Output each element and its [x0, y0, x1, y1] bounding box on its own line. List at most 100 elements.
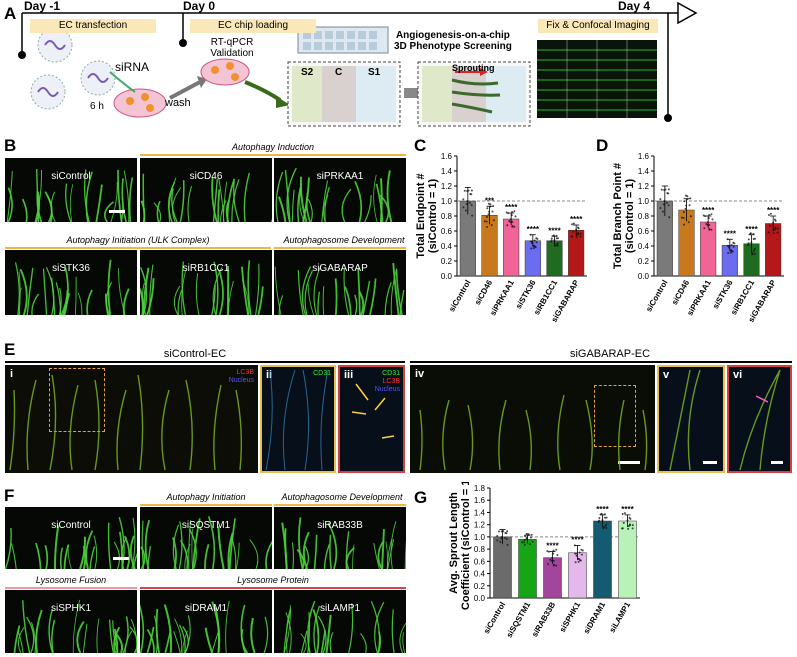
sprout — [240, 629, 249, 653]
sprout-texture — [140, 516, 272, 569]
sprout — [173, 631, 181, 653]
y-axis-label-line1: Avg. Sprout Length — [448, 492, 460, 594]
sprout — [305, 191, 311, 222]
angio-line2: 3D Phenotype Screening — [394, 41, 512, 52]
e-image-v: v — [657, 365, 725, 473]
sprout — [187, 186, 193, 222]
sprout — [307, 198, 313, 222]
sprout — [374, 601, 385, 653]
sprout — [390, 268, 398, 315]
sprout — [300, 630, 308, 653]
data-point — [470, 193, 473, 196]
data-point — [523, 541, 526, 544]
scale-bar — [771, 461, 783, 464]
y-axis-label-line1: Total Endpoint # — [415, 173, 427, 258]
data-point — [600, 512, 603, 515]
sirna-label: siRNA — [115, 60, 150, 74]
sprout — [250, 617, 256, 653]
y-tick-label: 1.0 — [638, 197, 650, 206]
data-point — [486, 225, 489, 228]
data-point — [668, 216, 671, 219]
f-header-development: Autophagosome Development — [281, 492, 403, 502]
data-point — [499, 541, 502, 544]
sprout — [227, 532, 234, 569]
b-label-4: siRB1CC1 — [182, 263, 230, 274]
c-label: C — [335, 67, 343, 78]
sprout — [85, 530, 94, 569]
sprout — [334, 278, 338, 315]
s1-label: S1 — [368, 67, 381, 78]
sprout — [307, 600, 316, 653]
sprout — [390, 521, 397, 569]
data-point — [508, 220, 511, 223]
data-point — [710, 228, 713, 231]
sprout — [140, 288, 144, 315]
significance-label: **** — [570, 215, 583, 224]
data-point — [680, 216, 683, 219]
data-point — [729, 251, 732, 254]
data-point — [492, 219, 495, 222]
ch-lc3b: LC3B — [236, 369, 254, 376]
data-point — [621, 513, 624, 516]
sprout — [208, 516, 216, 569]
sprout — [230, 536, 237, 569]
y-tick-label: 1.4 — [474, 508, 486, 517]
y-axis-label-line1: Total Branch Point # — [612, 163, 624, 269]
ec-chip-loading-box: EC chip loading — [190, 19, 316, 33]
data-point — [554, 244, 557, 247]
sprout — [281, 522, 288, 569]
sprout — [227, 280, 234, 315]
sprout — [55, 282, 62, 315]
category-label: siDRAM1 — [582, 600, 608, 635]
bar — [518, 539, 537, 599]
data-point — [662, 203, 665, 206]
category-label: siSQSTM1 — [505, 600, 533, 639]
data-point — [683, 223, 686, 226]
sprout — [156, 200, 161, 222]
data-point — [502, 530, 505, 533]
sprout — [69, 184, 74, 222]
panel-e-label: E — [4, 340, 16, 359]
data-point — [487, 213, 490, 216]
data-point — [533, 239, 536, 242]
sprout — [364, 195, 372, 222]
sprout — [217, 189, 221, 222]
data-point — [686, 198, 689, 201]
data-point — [526, 536, 529, 539]
sprout — [247, 260, 252, 315]
data-point — [467, 189, 470, 192]
data-point — [602, 526, 605, 529]
sprout — [26, 616, 35, 653]
category-label: siControl — [482, 601, 507, 636]
data-point — [530, 536, 533, 539]
sprout — [140, 604, 145, 653]
sprout — [172, 187, 182, 222]
data-point — [706, 221, 709, 224]
bar — [618, 520, 637, 599]
sprout — [184, 615, 191, 653]
sprout — [313, 264, 322, 315]
sprout — [392, 262, 400, 315]
data-point — [500, 535, 503, 538]
sprout-texture — [13, 599, 137, 653]
data-point — [576, 233, 579, 236]
e-ch-i: LC3B Nucleus — [229, 369, 254, 385]
sprout — [105, 281, 113, 315]
f-label-2: siRAB33B — [317, 520, 363, 531]
data-point — [684, 207, 687, 210]
sprout — [391, 609, 395, 653]
data-point — [529, 542, 532, 545]
sprout — [399, 290, 405, 315]
data-point — [549, 558, 552, 561]
sprout — [104, 201, 114, 222]
sprout — [274, 266, 282, 315]
sprout — [362, 280, 371, 315]
sprout — [59, 547, 64, 569]
bar — [765, 223, 782, 277]
sprout — [277, 196, 287, 222]
data-point — [747, 238, 750, 241]
y-tick-label: 1.0 — [441, 197, 453, 206]
sprout — [211, 284, 216, 315]
y-tick-label: 0.8 — [474, 545, 486, 554]
data-point — [605, 526, 608, 529]
